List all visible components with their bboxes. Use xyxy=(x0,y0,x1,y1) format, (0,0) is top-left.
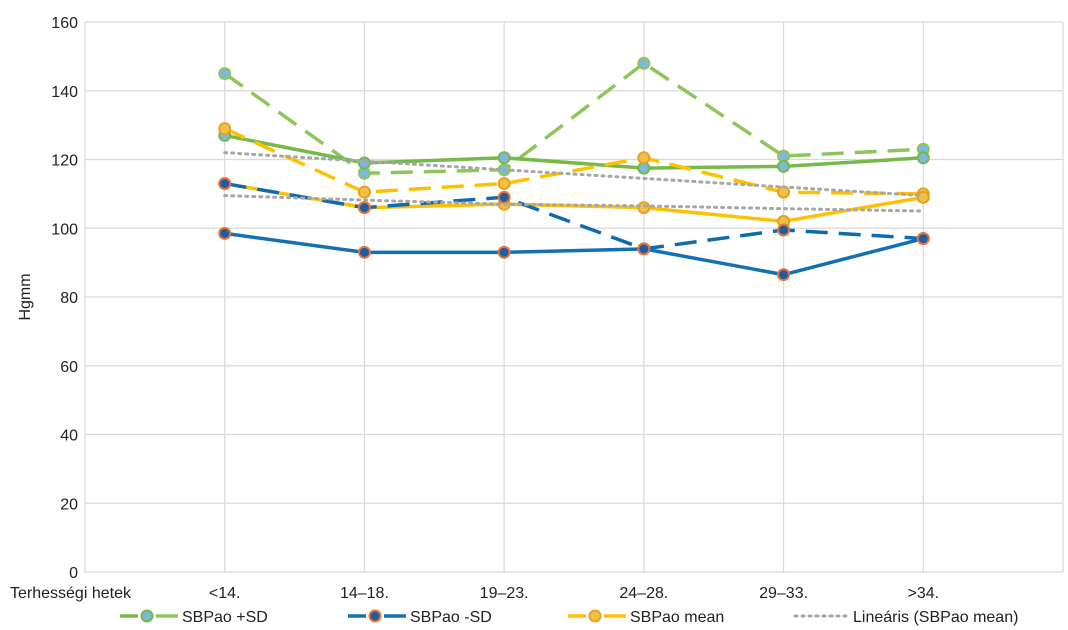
data-point xyxy=(637,242,651,256)
y-tick-label: 140 xyxy=(51,84,78,101)
y-tick-label: 60 xyxy=(60,359,78,376)
data-point xyxy=(637,56,651,70)
y-tick-label: 120 xyxy=(51,153,78,170)
series-5 xyxy=(218,226,930,282)
data-point xyxy=(497,177,511,191)
y-tick-label: 20 xyxy=(60,496,78,513)
series-line xyxy=(223,194,925,213)
data-point xyxy=(357,156,371,170)
data-point xyxy=(497,151,511,165)
series-line xyxy=(223,151,925,198)
x-tick-label: <14. xyxy=(209,585,241,602)
y-tick-label: 80 xyxy=(60,290,78,307)
data-point xyxy=(497,245,511,259)
y-tick-label: 100 xyxy=(51,221,78,238)
x-axis-label: Terhességi hetek xyxy=(10,585,132,602)
legend-label: SBPao +SD xyxy=(182,609,268,626)
series-line xyxy=(223,126,924,196)
data-point xyxy=(218,226,232,240)
data-point xyxy=(218,122,232,136)
x-tick-label: 19–23. xyxy=(480,585,529,602)
y-axis-label: Hgmm xyxy=(17,273,34,320)
legend: SBPao +SD SBPao -SD SBPao mean Lineáris (SB… xyxy=(120,609,1018,626)
y-tick-label: 0 xyxy=(69,565,78,582)
data-point xyxy=(916,151,930,165)
series xyxy=(218,56,930,282)
grid xyxy=(84,21,1064,573)
data-point xyxy=(777,268,791,282)
x-tick-label: >34. xyxy=(907,585,939,602)
data-point xyxy=(497,190,511,204)
data-point xyxy=(357,201,371,215)
y-tick-labels: 0 20 40 60 80 100 120 140 160 xyxy=(51,15,78,582)
legend-label: SBPao mean xyxy=(630,609,724,626)
data-point xyxy=(777,159,791,173)
series-0 xyxy=(218,56,930,180)
series-line xyxy=(224,181,924,251)
legend-item: SBPao mean xyxy=(568,609,724,626)
data-point xyxy=(357,245,371,259)
x-tick-label: 24–28. xyxy=(619,585,668,602)
series-6 xyxy=(223,151,925,198)
data-point xyxy=(637,201,651,215)
legend-item: SBPao -SD xyxy=(348,609,492,626)
data-point xyxy=(637,151,651,165)
legend-marker xyxy=(368,609,382,623)
legend-item: SBPao +SD xyxy=(120,609,268,626)
legend-item: Lineáris (SBPao mean) xyxy=(793,609,1018,626)
y-tick-label: 40 xyxy=(60,428,78,445)
data-point xyxy=(218,177,232,191)
y-tick-label: 160 xyxy=(51,15,78,32)
data-point xyxy=(357,185,371,199)
x-tick-label: 14–18. xyxy=(340,585,389,602)
series-7 xyxy=(223,194,925,213)
series-line xyxy=(224,133,924,170)
legend-label: Lineáris (SBPao mean) xyxy=(853,609,1018,626)
x-tick-labels: Terhességi hetek <14. 14–18. 19–23. 24–28. 29… xyxy=(10,585,939,602)
legend-marker xyxy=(588,609,602,623)
legend-label: SBPao -SD xyxy=(410,609,492,626)
series-line xyxy=(224,231,924,277)
legend-marker xyxy=(140,609,154,623)
data-point xyxy=(916,232,930,246)
x-tick-label: 29–33. xyxy=(759,585,808,602)
data-point xyxy=(218,67,232,81)
data-point xyxy=(916,190,930,204)
series-1 xyxy=(218,128,930,175)
data-point xyxy=(777,223,791,237)
